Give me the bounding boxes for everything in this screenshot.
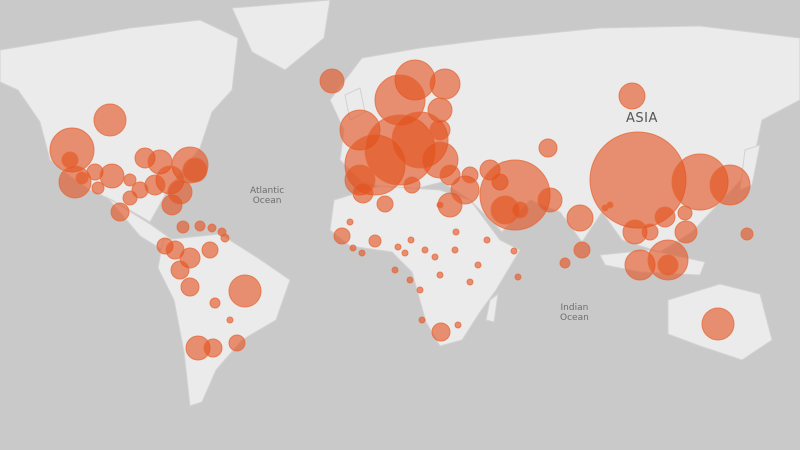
data-bubble[interactable] bbox=[201, 241, 219, 259]
data-bubble[interactable] bbox=[176, 220, 190, 234]
data-bubble[interactable] bbox=[654, 206, 676, 228]
data-bubble[interactable] bbox=[123, 173, 137, 187]
data-bubble[interactable] bbox=[394, 243, 402, 251]
data-bubble[interactable] bbox=[170, 260, 190, 280]
data-bubble[interactable] bbox=[358, 249, 366, 257]
data-bubble[interactable] bbox=[559, 257, 571, 269]
data-bubble[interactable] bbox=[431, 322, 451, 342]
data-bubble[interactable] bbox=[466, 278, 474, 286]
data-bubble[interactable] bbox=[403, 176, 421, 194]
data-bubble[interactable] bbox=[407, 236, 415, 244]
data-bubble[interactable] bbox=[406, 276, 414, 284]
data-bubble[interactable] bbox=[436, 201, 444, 209]
data-bubble[interactable] bbox=[429, 119, 451, 141]
atlantic-line2: Ocean bbox=[252, 196, 282, 206]
land-madagascar bbox=[485, 292, 499, 323]
data-bubble[interactable] bbox=[510, 247, 518, 255]
atlantic-line1: Atlantic bbox=[250, 186, 285, 196]
data-bubble[interactable] bbox=[618, 82, 646, 110]
data-bubble[interactable] bbox=[376, 195, 394, 213]
data-bubble[interactable] bbox=[709, 164, 751, 206]
data-bubble[interactable] bbox=[429, 68, 461, 100]
data-bubble[interactable] bbox=[454, 321, 462, 329]
data-bubble[interactable] bbox=[701, 307, 735, 341]
bubble-layer bbox=[49, 59, 754, 361]
data-bubble[interactable] bbox=[452, 228, 460, 236]
indian-line2: Ocean bbox=[560, 313, 589, 323]
data-bubble[interactable] bbox=[368, 234, 382, 248]
data-bubble[interactable] bbox=[75, 171, 89, 185]
data-bubble[interactable] bbox=[180, 277, 200, 297]
data-bubble[interactable] bbox=[436, 271, 444, 279]
data-bubble[interactable] bbox=[566, 204, 594, 232]
data-bubble[interactable] bbox=[228, 274, 262, 308]
data-bubble[interactable] bbox=[601, 204, 609, 212]
data-bubble[interactable] bbox=[514, 273, 522, 281]
data-bubble[interactable] bbox=[319, 68, 345, 94]
data-bubble[interactable] bbox=[203, 338, 223, 358]
data-bubble[interactable] bbox=[418, 316, 426, 324]
data-bubble[interactable] bbox=[451, 246, 459, 254]
data-bubble[interactable] bbox=[674, 220, 698, 244]
data-bubble[interactable] bbox=[91, 181, 105, 195]
data-bubble[interactable] bbox=[677, 205, 693, 221]
data-bubble[interactable] bbox=[220, 233, 230, 243]
data-bubble[interactable] bbox=[209, 297, 221, 309]
data-bubble[interactable] bbox=[352, 182, 374, 204]
data-bubble[interactable] bbox=[474, 261, 482, 269]
data-bubble[interactable] bbox=[740, 227, 754, 241]
data-bubble[interactable] bbox=[93, 103, 127, 137]
data-bubble[interactable] bbox=[416, 286, 424, 294]
data-bubble[interactable] bbox=[391, 266, 399, 274]
data-bubble[interactable] bbox=[657, 254, 679, 276]
data-bubble[interactable] bbox=[641, 223, 659, 241]
data-bubble[interactable] bbox=[228, 334, 246, 352]
data-bubble[interactable] bbox=[421, 246, 429, 254]
data-bubble[interactable] bbox=[182, 157, 208, 183]
data-bubble[interactable] bbox=[538, 138, 558, 158]
data-bubble[interactable] bbox=[333, 227, 351, 245]
data-bubble[interactable] bbox=[483, 236, 491, 244]
data-bubble[interactable] bbox=[461, 166, 479, 184]
data-bubble[interactable] bbox=[131, 181, 149, 199]
asia-label: ASIA bbox=[626, 111, 658, 126]
data-bubble[interactable] bbox=[511, 201, 529, 219]
indian-line1: Indian bbox=[560, 303, 589, 313]
land-greenland bbox=[231, 0, 331, 71]
land-south-america bbox=[157, 233, 291, 407]
atlantic-ocean-label: Atlantic Ocean bbox=[250, 186, 284, 206]
data-bubble[interactable] bbox=[99, 163, 125, 189]
data-bubble[interactable] bbox=[226, 316, 234, 324]
data-bubble[interactable] bbox=[194, 220, 206, 232]
data-bubble[interactable] bbox=[401, 249, 409, 257]
data-bubble[interactable] bbox=[606, 201, 614, 209]
data-bubble[interactable] bbox=[573, 241, 591, 259]
data-bubble[interactable] bbox=[537, 187, 563, 213]
data-bubble[interactable] bbox=[167, 179, 193, 205]
indian-ocean-label: Indian Ocean bbox=[560, 303, 589, 323]
data-bubble[interactable] bbox=[349, 244, 357, 252]
data-bubble[interactable] bbox=[110, 202, 130, 222]
data-bubble[interactable] bbox=[431, 253, 439, 261]
data-bubble[interactable] bbox=[346, 218, 354, 226]
data-bubble[interactable] bbox=[207, 223, 217, 233]
